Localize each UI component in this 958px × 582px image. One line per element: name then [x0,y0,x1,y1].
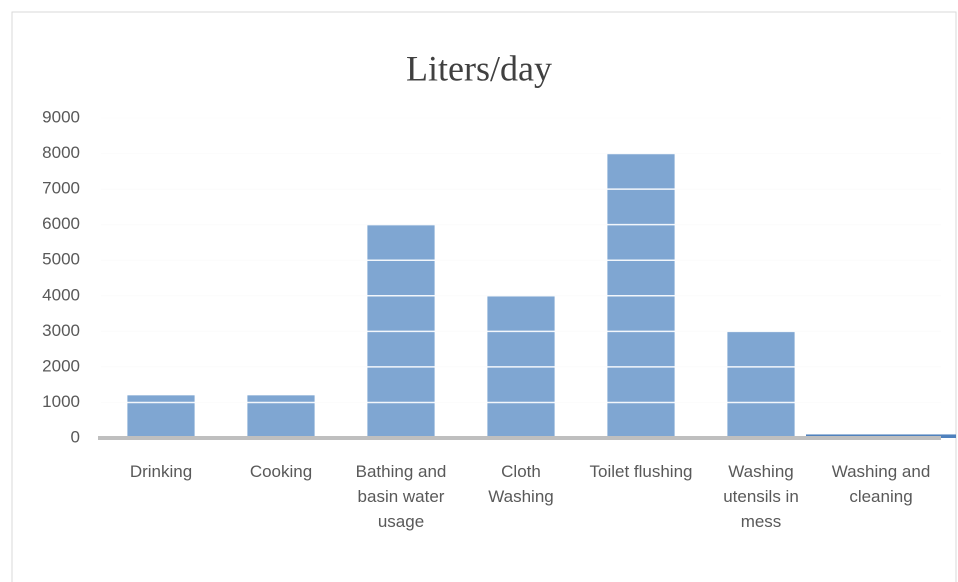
x-tick-label: Washing and cleaning [831,462,931,506]
x-tick-label: Drinking [129,462,193,481]
y-tick-label: 2000 [42,356,80,375]
x-tick-label: Bathing and basin water usage [355,462,447,531]
chart-title: Liters/day [406,48,552,88]
chart-border [11,11,957,582]
bar [727,331,795,438]
y-tick-label: 8000 [42,143,80,162]
y-tick-label: 5000 [42,250,80,269]
x-tick-label: Cloth Washing [488,462,554,506]
y-tick-label: 6000 [42,214,80,233]
x-tick-label: Washing utensils in mess [723,462,799,531]
y-tick-label: 9000 [42,107,80,126]
y-tick-label: 0 [71,427,80,446]
y-tick-label: 1000 [42,392,80,411]
x-tick-label: Toilet flushing [589,462,693,481]
y-tick-label: 4000 [42,285,80,304]
x-tick-label: Cooking [249,462,313,481]
y-tick-label: 7000 [42,179,80,198]
y-tick-label: 3000 [42,321,80,340]
